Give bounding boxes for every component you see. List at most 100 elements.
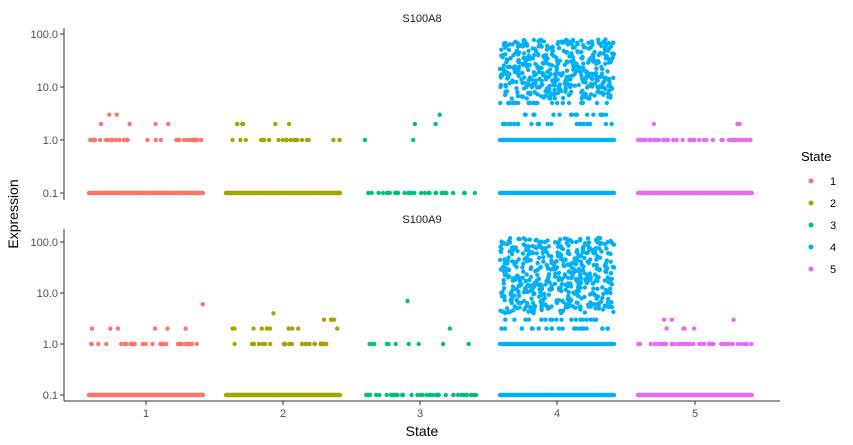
data-point (514, 48, 520, 53)
data-point (602, 303, 607, 308)
data-point (194, 341, 199, 347)
data-point (534, 237, 539, 243)
data-point (569, 317, 574, 322)
data-point (606, 83, 611, 88)
data-point (501, 281, 506, 286)
data-point (526, 100, 531, 106)
data-point (543, 317, 548, 322)
data-point (600, 112, 605, 117)
data-point (674, 137, 679, 143)
data-point (549, 52, 555, 57)
data-point (552, 92, 557, 98)
data-point (587, 271, 592, 276)
data-point (181, 137, 187, 143)
data-point (611, 392, 617, 398)
data-point (516, 57, 521, 63)
data-point (299, 341, 305, 347)
data-point (530, 326, 535, 331)
data-point (364, 392, 369, 398)
data-point (158, 137, 163, 143)
data-point (368, 392, 373, 398)
data-point (567, 76, 573, 82)
data-point (522, 86, 527, 91)
data-point (555, 90, 560, 96)
data-point (560, 40, 565, 45)
x-tick-label: 2 (280, 408, 286, 420)
data-point (523, 317, 528, 322)
data-point (556, 270, 562, 276)
data-point (271, 311, 276, 316)
data-point (554, 259, 559, 264)
data-point (600, 285, 605, 290)
data-point (572, 45, 577, 50)
data-point (412, 121, 418, 127)
data-point (608, 259, 613, 264)
data-point (511, 53, 516, 58)
y-tick-label: 1.0 (43, 339, 58, 351)
x-tick-label: 3 (417, 408, 423, 420)
data-point (605, 300, 611, 305)
data-point (393, 392, 399, 398)
data-point (437, 112, 442, 117)
data-point (535, 272, 540, 278)
data-point (576, 266, 582, 272)
data-point (439, 190, 444, 196)
data-point (528, 77, 533, 82)
data-point (114, 137, 119, 143)
data-point (510, 308, 516, 313)
data-point (560, 100, 565, 106)
data-point (516, 72, 521, 77)
data-point (604, 290, 610, 295)
data-point (500, 289, 505, 295)
data-point (539, 305, 544, 310)
data-point (546, 292, 551, 298)
data-point (522, 62, 528, 67)
data-point (526, 317, 532, 322)
data-point (533, 80, 538, 86)
data-point (719, 341, 724, 347)
data-point (542, 295, 547, 301)
data-point (524, 272, 529, 277)
data-point (513, 39, 518, 44)
panel-s100a8: S100A8 0.1 1.0 10.0 100.0 (30, 13, 755, 200)
data-point (582, 255, 587, 261)
data-point (472, 190, 477, 196)
data-point (565, 293, 571, 299)
data-point (264, 326, 270, 331)
data-point (560, 71, 565, 76)
data-point (516, 44, 521, 49)
data-point (533, 90, 538, 96)
data-point (192, 137, 197, 143)
data-point (527, 55, 533, 61)
data-point (550, 44, 555, 50)
data-point (749, 341, 754, 347)
data-point (117, 137, 122, 143)
data-point (594, 100, 600, 106)
data-point (591, 317, 597, 322)
data-point (143, 341, 148, 347)
legend-key-2 (808, 200, 814, 206)
data-point (600, 307, 606, 312)
data-point (536, 39, 541, 44)
data-point (554, 265, 560, 270)
data-point (590, 290, 595, 296)
data-point (535, 267, 540, 273)
data-point (516, 236, 521, 241)
data-point (529, 296, 534, 301)
data-point (567, 91, 573, 97)
data-point (200, 302, 205, 307)
data-point (183, 326, 188, 331)
data-point (88, 341, 94, 347)
data-point (532, 291, 537, 296)
data-point (503, 45, 508, 50)
data-point (597, 90, 603, 95)
data-point (530, 251, 535, 256)
x-tick-label: 1 (143, 408, 149, 420)
data-point (521, 261, 526, 266)
data-point (599, 71, 605, 77)
legend-key-5 (808, 266, 814, 272)
panels-layer: S100A8 0.1 1.0 10.0 100.0 S100A9 0.1 1.0 10.0 100… (30, 13, 755, 402)
data-point (664, 137, 669, 143)
data-point (604, 54, 609, 59)
data-point (526, 67, 531, 73)
